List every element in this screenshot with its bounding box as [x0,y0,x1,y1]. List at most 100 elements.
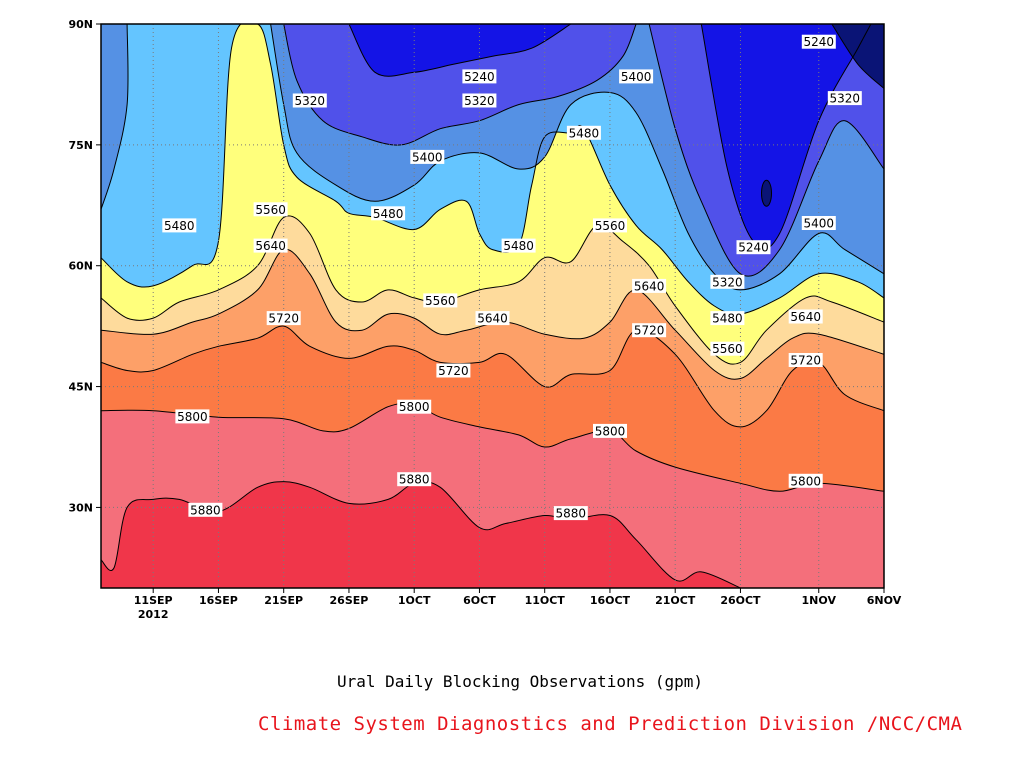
contour-label-text: 5800 [399,400,430,414]
contour-label-text: 5800 [595,424,626,438]
contour-label-box [801,34,836,49]
contour-label: 5320 [710,274,745,289]
contour-label: 5720 [632,323,667,338]
contour-fill-5240 [348,24,571,77]
contour-label-box [593,423,627,438]
y-tick-label: 30N [68,501,93,514]
contour-label-text: 5320 [464,94,495,108]
contour-label-text: 5560 [425,294,456,308]
contour-label-text: 5880 [556,507,587,521]
contour-label-text: 5320 [830,92,861,106]
contour-label-text: 5480 [503,239,534,253]
contour-label-box [371,206,406,221]
contour-label-text: 5400 [412,150,443,164]
contour-fill-5240 [701,24,871,250]
y-tick-label: 45N [68,381,93,394]
contour-label-box [162,218,197,233]
contour-label-text: 5240 [804,35,835,49]
contour-label-text: 5720 [268,312,299,326]
contour-label: 5800 [397,399,432,414]
contour-label: 5640 [632,278,667,293]
contour-label: 5240 [736,240,771,255]
contour-label-box [253,202,288,217]
contour-label-text: 5560 [255,203,286,217]
contour-label-text: 5640 [477,312,508,326]
contour-label-box [619,69,654,84]
contour-label-text: 5480 [164,219,195,233]
contour-label: 5640 [475,311,510,326]
contour-label-text: 5320 [295,94,326,108]
contour-label-box [266,311,301,326]
y-tick-label: 75N [68,139,93,152]
x-tick-label: 6OCT [463,594,496,607]
contour-label-text: 5400 [621,70,652,84]
contour-label-box [436,363,471,378]
contour-label-box [801,216,836,230]
contour-label-box [827,91,862,106]
contour-label-text: 5480 [712,312,743,326]
contour-label-box [632,323,667,338]
x-tick-label: 26OCT [720,594,761,607]
contour-label: 5560 [253,202,288,217]
contour-label-text: 5240 [464,70,495,84]
contour-label-box [253,238,288,253]
x-tick-label: 16SEP [199,594,238,607]
x-tick-label: 11OCT [525,594,566,607]
contour-line-5400 [270,24,884,291]
contour-label-box [188,502,223,517]
contour-label-box [501,238,536,253]
contour-label: 5480 [162,218,197,233]
contour-label-text: 5640 [790,310,821,324]
contour-label: 5640 [788,309,823,324]
contour-label: 5560 [423,293,458,308]
contour-label-box [423,293,458,308]
contour-label-text: 5880 [190,503,221,517]
contour-label-box [593,218,627,233]
contour-label: 5400 [410,149,445,164]
contour-label-text: 5560 [712,342,743,356]
contour-line-5400 [101,24,129,210]
contour-label-text: 5640 [255,239,286,253]
contour-label: 5480 [710,311,745,326]
contour-label-text: 5480 [569,126,600,140]
contour-label: 5640 [253,238,288,253]
contour-label-text: 5720 [790,354,821,368]
contour-label-box [397,472,432,487]
contour-line-5720 [101,325,884,428]
contour-line-5800 [101,402,884,492]
y-tick-label: 60N [68,260,93,273]
x-tick-label: 1NOV [802,594,837,607]
contour-line-5480 [101,24,884,315]
contour-labels: 5480 5560 5640 5720 5800 5880 5320 5240 5320 5400… [162,34,862,521]
contour-label: 5720 [788,353,823,368]
contour-label-box [462,93,497,108]
contour-label-text: 5560 [595,219,626,233]
contour-label-text: 5800 [790,474,821,488]
contour-label-box [788,309,823,324]
x-tick-label: 6NOV [867,594,902,607]
contour-label: 5560 [710,341,745,356]
contour-fill-5160 [831,24,884,89]
contour-label-box [788,353,823,367]
contour-label: 5400 [801,216,836,231]
contour-label: 5800 [788,473,823,488]
contour-label: 5320 [827,91,862,106]
x-tick-label: 26SEP [330,594,369,607]
contour-label: 5320 [292,93,327,108]
contour-line-5160 [831,24,884,89]
y-tick-label: 90N [68,18,93,31]
contour-fill-5400 [101,24,129,210]
contour-line-5880 [101,481,741,588]
contour-label-box [632,278,667,293]
contour-label-box [788,473,823,488]
contour-label: 5880 [188,502,223,517]
contour-label: 5400 [619,69,654,84]
contour-label-box [410,149,445,164]
y-axis: 30N 45N 60N 75N 90N [68,18,101,514]
contour-line-5560 [101,215,884,365]
contour-line-5240 [700,24,872,250]
chart-title: Ural Daily Blocking Observations (gpm) [336,672,704,691]
contour-label-text: 5640 [634,279,665,293]
plot-frame [100,23,885,589]
